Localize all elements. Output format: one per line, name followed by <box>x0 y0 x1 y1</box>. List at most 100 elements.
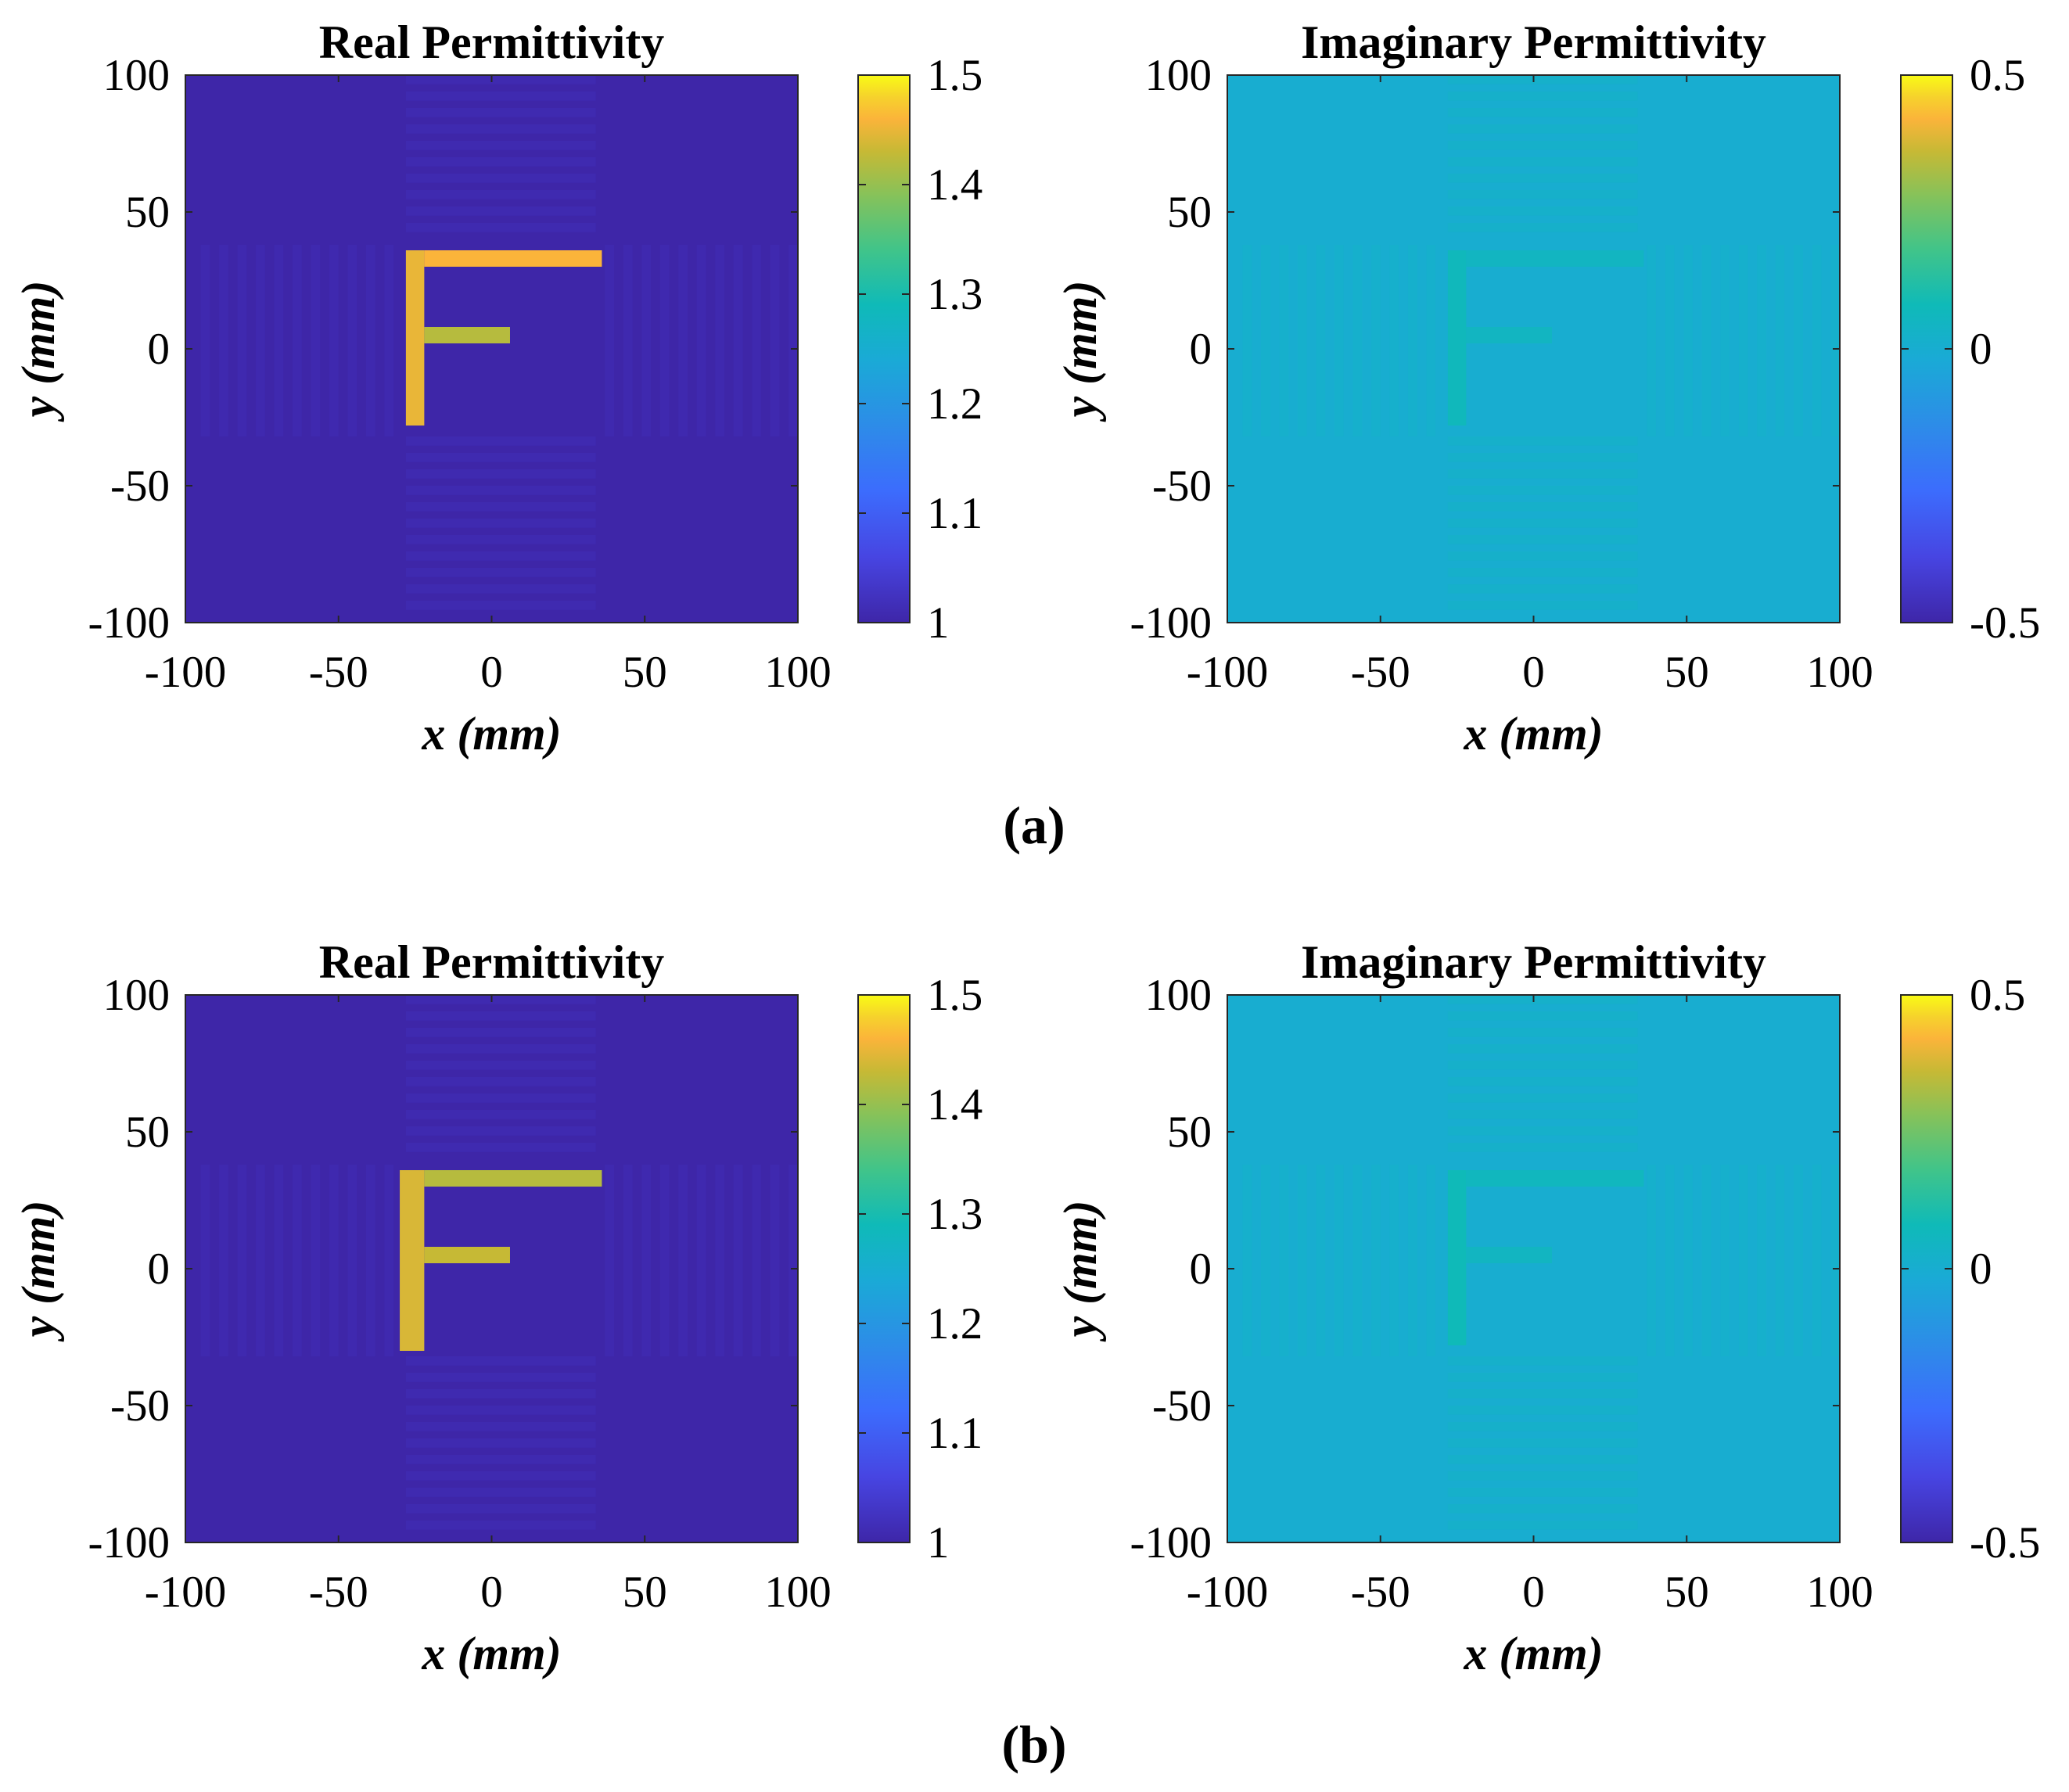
y-tick-label: 50 <box>125 1108 170 1157</box>
heatmap-panel-3: Imaginary Permittivity -100 -50 0 50 100 100 50… <box>1054 936 2040 1679</box>
colorbar <box>858 75 910 623</box>
artifact-stripe-horizontal <box>1447 1126 1638 1136</box>
feature-vertical-bar <box>1447 1170 1467 1345</box>
artifact-stripe-horizontal <box>1447 190 1638 199</box>
artifact-stripe-vertical <box>1720 245 1730 436</box>
colorbar-tick-label: 1.5 <box>927 51 982 100</box>
artifact-stripe-vertical <box>605 1165 615 1356</box>
feature-middle-bar <box>1466 1247 1552 1263</box>
colorbar-tick-label: 1.3 <box>927 1190 982 1239</box>
artifact-stripe-horizontal <box>1447 1143 1638 1152</box>
artifact-stripe-vertical <box>1794 1165 1803 1356</box>
artifact-stripe-vertical <box>200 245 210 436</box>
artifact-stripe-horizontal <box>405 92 596 101</box>
artifact-stripe-vertical <box>365 1165 375 1356</box>
artifact-stripe-vertical <box>1316 1165 1326 1356</box>
artifact-stripe-vertical <box>1352 245 1363 436</box>
artifact-stripe-vertical <box>1830 245 1840 436</box>
x-tick-label: -50 <box>309 648 368 697</box>
artifact-stripe-horizontal <box>405 568 596 577</box>
artifact-stripe-horizontal <box>405 1373 596 1382</box>
y-tick-label: 100 <box>1145 971 1212 1020</box>
y-tick-label: -50 <box>1152 1381 1212 1431</box>
artifact-stripe-vertical <box>1775 245 1785 436</box>
caption-a: (a) <box>1003 795 1065 855</box>
artifact-stripe-vertical <box>200 1165 210 1356</box>
artifact-stripe-vertical <box>1371 1165 1381 1356</box>
artifact-stripe-vertical <box>659 245 670 436</box>
caption-b: (b) <box>1001 1715 1066 1774</box>
artifact-stripe-horizontal <box>1447 1488 1638 1497</box>
artifact-stripe-vertical <box>1794 245 1803 436</box>
artifact-stripe-horizontal <box>405 1110 596 1119</box>
artifact-stripe-horizontal <box>1447 1011 1638 1021</box>
y-axis-label: y (mm) <box>1054 281 1106 422</box>
artifact-stripe-horizontal <box>1447 1094 1638 1103</box>
artifact-stripe-horizontal <box>1447 995 1638 1004</box>
artifact-stripe-horizontal <box>1447 1406 1638 1415</box>
artifact-stripe-vertical <box>365 245 375 436</box>
artifact-stripe-vertical <box>1757 1165 1766 1356</box>
artifact-stripe-horizontal <box>405 1094 596 1103</box>
artifact-stripe-vertical <box>384 245 394 436</box>
y-tick-label: -50 <box>110 461 170 511</box>
artifact-stripe-horizontal <box>1447 157 1638 167</box>
artifact-stripe-horizontal <box>1447 1504 1638 1514</box>
artifact-stripe-vertical <box>1407 245 1417 436</box>
artifact-stripe-vertical <box>1389 245 1399 436</box>
artifact-stripe-horizontal <box>1447 1471 1638 1481</box>
colorbar-tick-label: 1.3 <box>927 270 982 319</box>
feature-top-bar <box>424 250 602 267</box>
x-tick-label: 100 <box>764 648 832 697</box>
feature-middle-bar <box>1466 327 1552 343</box>
artifact-stripe-horizontal <box>405 1438 596 1448</box>
chart-title: Real Permittivity <box>319 936 664 988</box>
x-tick-label: -100 <box>145 648 226 697</box>
artifact-stripe-vertical <box>1279 1165 1289 1356</box>
artifact-stripe-horizontal <box>405 1126 596 1136</box>
x-axis-label: x (mm) <box>421 1628 561 1679</box>
feature-top-bar <box>1466 250 1644 267</box>
artifact-stripe-vertical <box>770 245 780 436</box>
artifact-stripe-horizontal <box>1447 502 1638 512</box>
x-tick-label: -100 <box>1187 1568 1268 1617</box>
artifact-stripe-vertical <box>311 1165 321 1356</box>
x-axis-label: x (mm) <box>1463 1628 1603 1679</box>
feature-vertical-bar <box>1447 250 1467 426</box>
artifact-stripe-vertical <box>311 245 321 436</box>
artifact-stripe-vertical <box>1261 245 1270 436</box>
artifact-stripe-vertical <box>1389 1165 1399 1356</box>
artifact-stripe-vertical <box>329 1165 339 1356</box>
artifact-stripe-horizontal <box>405 174 596 183</box>
artifact-stripe-horizontal <box>405 108 596 117</box>
artifact-stripe-vertical <box>733 245 743 436</box>
x-tick-label: 100 <box>1806 1568 1873 1617</box>
artifact-stripe-horizontal <box>1447 1356 1638 1366</box>
artifact-stripe-vertical <box>770 1165 780 1356</box>
artifact-stripe-vertical <box>1279 245 1289 436</box>
artifact-stripe-vertical <box>1426 245 1436 436</box>
y-tick-label: 100 <box>103 971 171 1020</box>
y-tick-label: -100 <box>88 1518 170 1568</box>
artifact-stripe-vertical <box>1738 1165 1748 1356</box>
artifact-stripe-horizontal <box>405 1488 596 1497</box>
artifact-stripe-vertical <box>1701 245 1712 436</box>
y-axis-label: y (mm) <box>13 1201 64 1342</box>
artifact-stripe-vertical <box>256 245 265 436</box>
y-tick-label: 0 <box>1190 1244 1212 1294</box>
artifact-stripe-horizontal <box>405 1011 596 1021</box>
artifact-stripe-vertical <box>1683 245 1694 436</box>
artifact-stripe-horizontal <box>405 1521 596 1530</box>
chart-title: Imaginary Permittivity <box>1301 16 1766 68</box>
artifact-stripe-horizontal <box>1447 436 1638 446</box>
artifact-stripe-vertical <box>1720 1165 1730 1356</box>
y-tick-label: 100 <box>103 51 171 100</box>
feature-middle-bar <box>424 327 510 343</box>
colorbar <box>858 995 910 1542</box>
artifact-stripe-vertical <box>696 245 706 436</box>
artifact-stripe-horizontal <box>405 1455 596 1464</box>
feature-middle-bar <box>424 1247 510 1263</box>
artifact-stripe-vertical <box>329 245 339 436</box>
feature-top-bar <box>424 1170 602 1187</box>
artifact-stripe-vertical <box>237 245 247 436</box>
